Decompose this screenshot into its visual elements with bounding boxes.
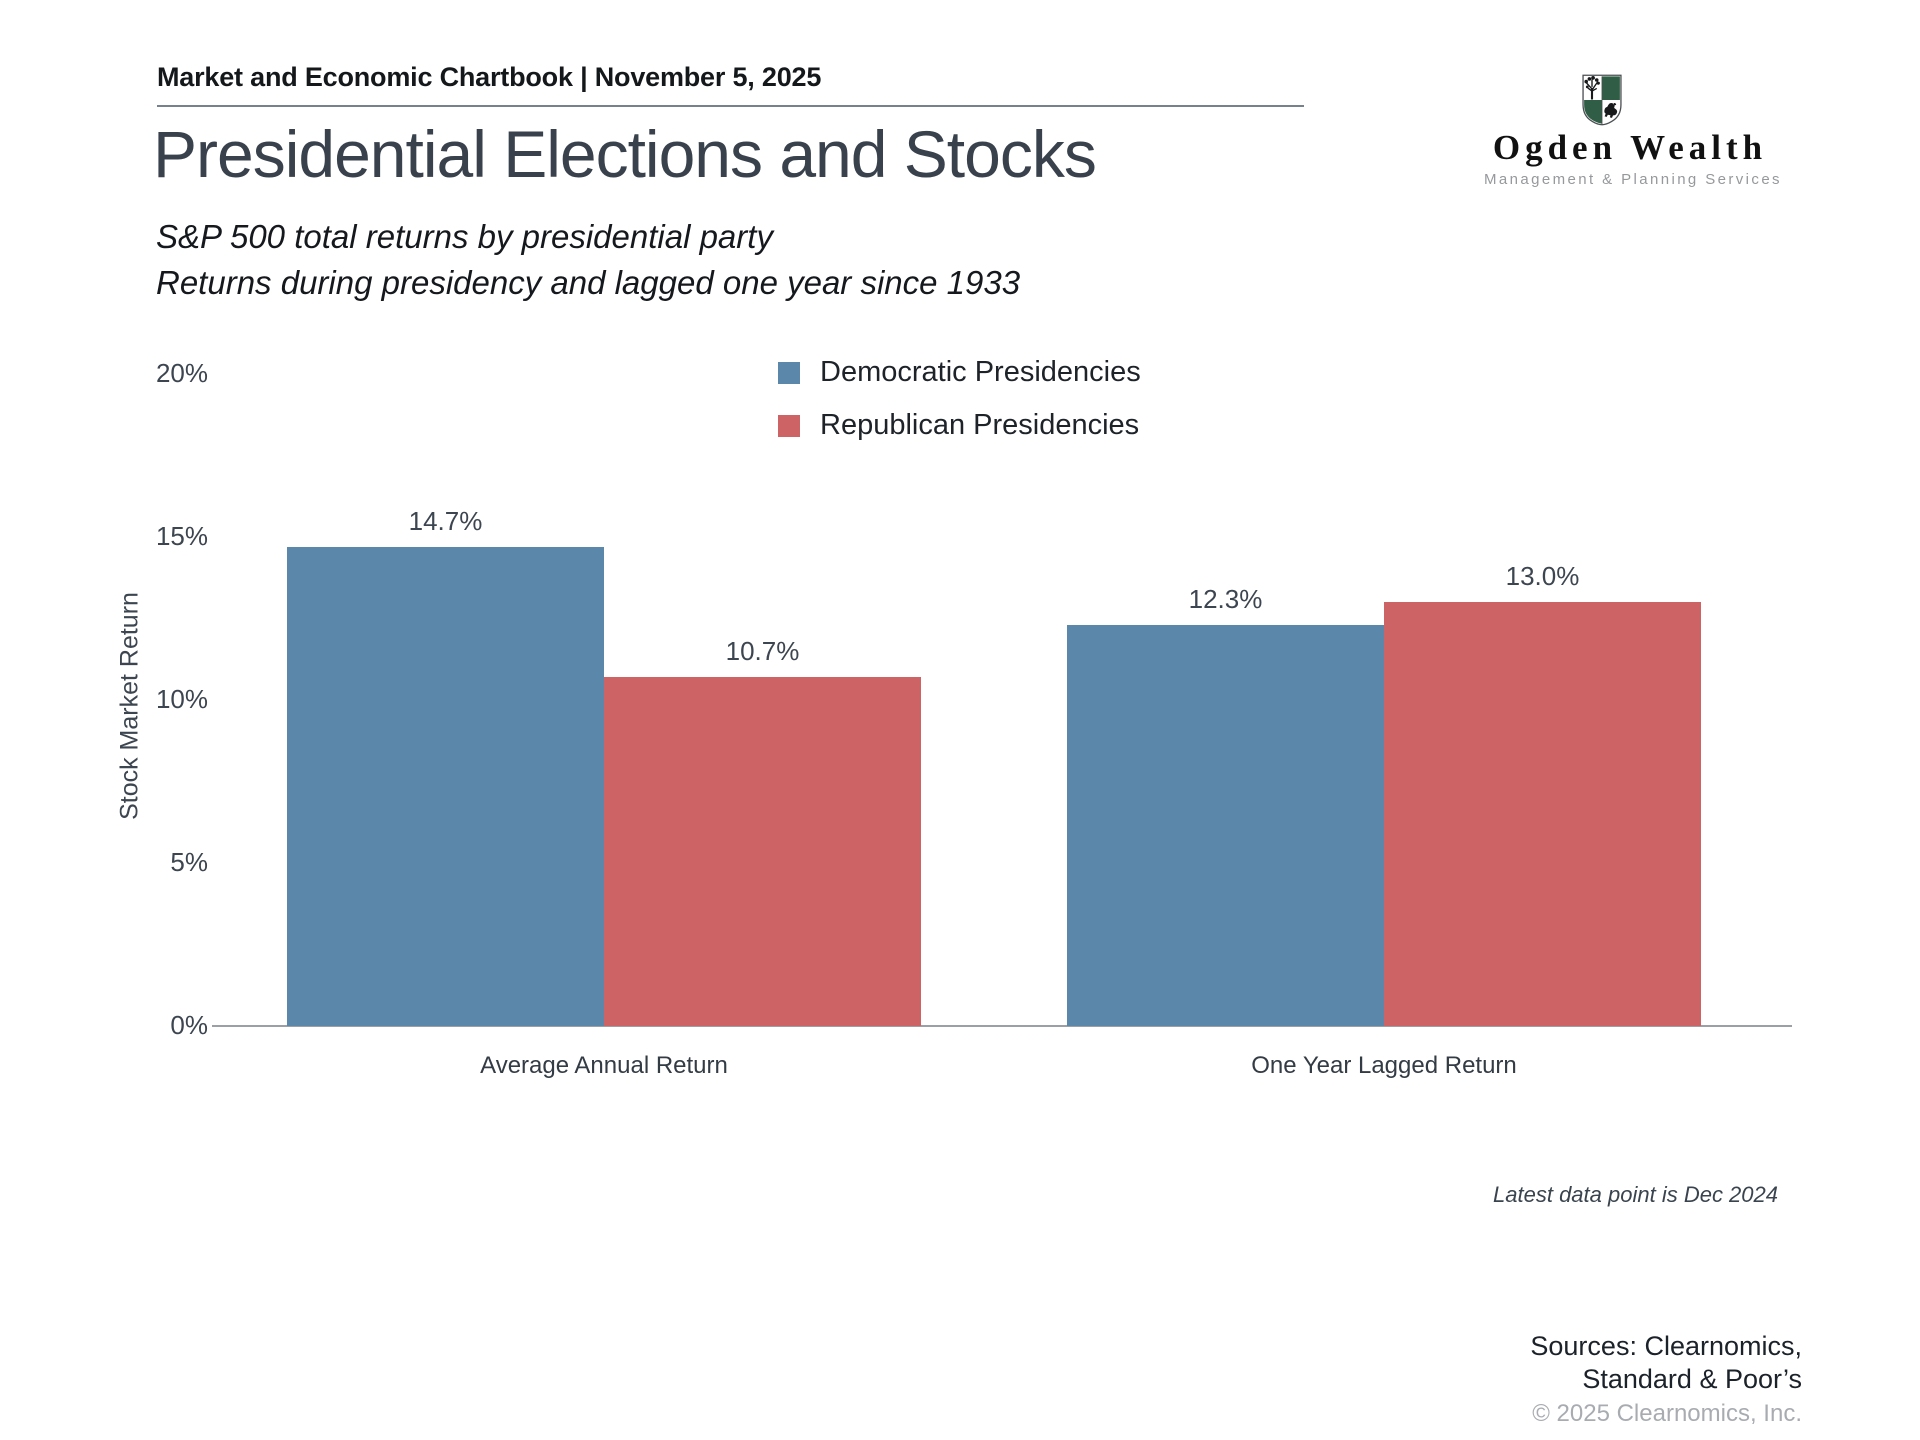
democratic-swatch-icon: [778, 361, 800, 384]
republican-swatch-icon: [778, 414, 800, 437]
subtitle-line-1: S&P 500 total returns by presidential pa…: [156, 218, 773, 255]
bar-value-label: 10.7%: [725, 636, 800, 666]
y-axis-tick-label: 5%: [170, 847, 208, 877]
legend-label: Republican Presidencies: [820, 409, 1140, 441]
bar-value-label: 14.7%: [408, 506, 483, 536]
copyright-text: © 2025 Clearnomics, Inc.: [1532, 1400, 1802, 1427]
sources-line-2: Standard & Poor’s: [1582, 1363, 1802, 1394]
bar-value-label: 12.3%: [1188, 584, 1263, 614]
header-divider: [157, 105, 1304, 107]
tree-glyph: [1584, 76, 1600, 100]
bar-republican: 10.7%: [604, 636, 921, 1026]
bar-democratic: 12.3%: [1067, 584, 1384, 1026]
logo-tagline: Management & Planning Services: [1484, 171, 1782, 188]
y-axis-tick-label: 10%: [155, 684, 208, 714]
y-axis-tick-label: 0%: [170, 1010, 208, 1040]
legend-item-republican: Republican Presidencies: [778, 409, 1141, 441]
subtitle-line-2: Returns during presidency and lagged one…: [156, 263, 1021, 301]
y-axis-tick-labels: 20% 15% 10% 5% 0%: [120, 358, 208, 1040]
bar-republican: 13.0%: [1384, 561, 1701, 1026]
sources-text: Sources: Clearnomics, Standard & Poor’s: [1530, 1330, 1802, 1396]
x-axis-line: [212, 1025, 1792, 1027]
chart-subtitle: S&P 500 total returns by presidential pa…: [156, 214, 1020, 305]
lion-glyph: [1604, 103, 1618, 118]
x-axis-category-label: Average Annual Return: [480, 1052, 728, 1079]
bar-democratic: 14.7%: [287, 506, 604, 1026]
company-logo: Ogden Wealth Management & Planning Servi…: [1484, 74, 1782, 188]
page-title: Presidential Elections and Stocks: [153, 117, 1097, 191]
chartbook-header: Market and Economic Chartbook | November…: [157, 62, 822, 92]
x-axis-category-label: One Year Lagged Return: [1251, 1052, 1517, 1079]
sources-line-1: Sources: Clearnomics,: [1530, 1331, 1802, 1361]
chart-legend: Democratic Presidencies Republican Presi…: [778, 356, 1141, 467]
legend-item-democratic: Democratic Presidencies: [778, 356, 1141, 388]
bar-chart-plot-area: 14.7% 10.7% Average Annual Return 12.3% 13.0…: [212, 374, 1792, 1079]
latest-data-note: Latest data point is Dec 2024: [1493, 1182, 1778, 1207]
bar-value-label: 13.0%: [1505, 561, 1580, 591]
y-axis-tick-label: 15%: [155, 521, 208, 551]
logo-name: Ogden Wealth: [1492, 128, 1768, 167]
y-axis-tick-label: 20%: [155, 358, 208, 388]
shield-crest-icon: [1582, 74, 1622, 126]
legend-label: Democratic Presidencies: [820, 356, 1141, 388]
